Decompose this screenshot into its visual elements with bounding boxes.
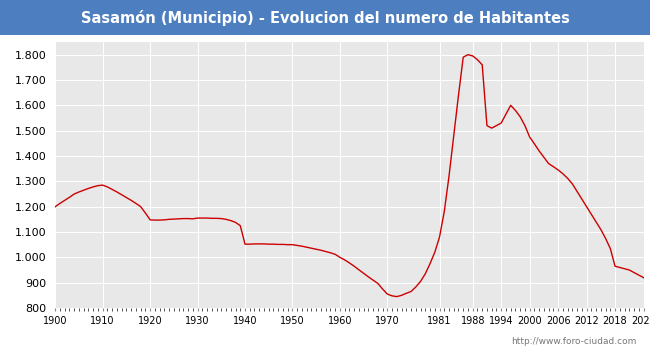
Text: http://www.foro-ciudad.com: http://www.foro-ciudad.com [512, 337, 637, 346]
Text: Sasamón (Municipio) - Evolucion del numero de Habitantes: Sasamón (Municipio) - Evolucion del nume… [81, 9, 569, 26]
